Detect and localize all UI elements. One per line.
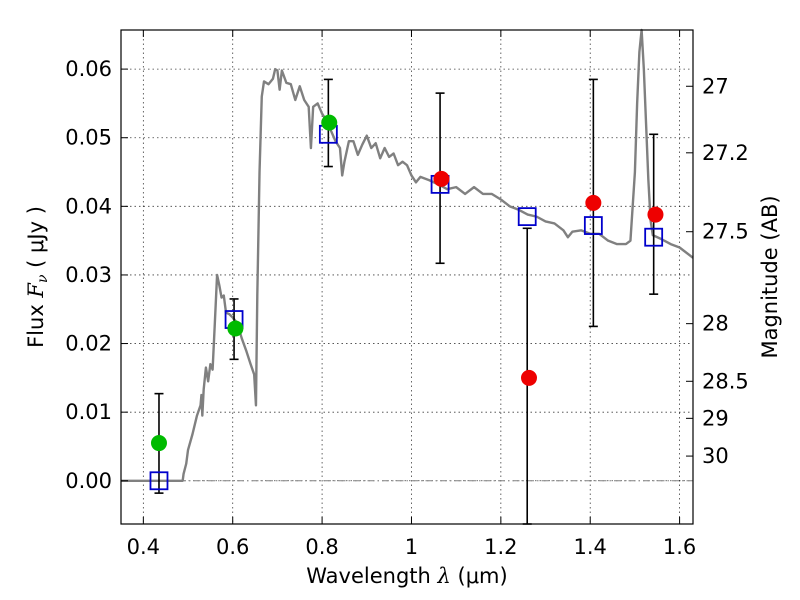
x-tick-label: 1.4 [574,535,607,559]
observed-flux-green-point [150,435,167,452]
plot-frame [120,29,694,525]
observed-flux-green-point [227,320,244,337]
spectrum-layer [121,28,694,482]
y-tick-label: 0.00 [65,469,112,493]
x-tick-label: 0.8 [305,535,338,559]
x-tick-label: 0.4 [127,535,160,559]
y-tick-label: 0.01 [65,400,112,424]
x-tick-label: 1 [405,535,418,559]
y-tick-label: 0.03 [65,263,112,287]
y2-axis-label: Magnitude (AB) [758,195,782,358]
observed-flux-red-point [520,369,537,386]
y-tick-label: 0.05 [65,126,112,150]
observed-flux-red-point [647,206,664,223]
model-flux-square [149,471,169,491]
error-bars-layer [154,78,659,525]
observed-flux-red-point [585,194,602,211]
y-axis-label: Flux Fν ( μJy ) [24,206,51,348]
y2-tick-label: 27.5 [702,220,749,244]
model-flux-square [517,207,537,227]
y2-tick-label: 27 [702,74,729,98]
x-tick-label: 0.6 [216,535,249,559]
x-axis-ticks: 0.4 0.6 0.8 1 1.2 1.4 1.6 [127,30,696,559]
x-tick-label: 1.6 [663,535,696,559]
markers-layer [149,114,664,491]
x-axis-label: Wavelength λ (μm) [306,564,507,588]
y-axis-ticks: 0.00 0.01 0.02 0.03 0.04 0.05 0.06 [65,57,128,493]
observed-flux-green-point [321,114,338,131]
y2-tick-label: 29 [702,406,729,430]
grid-lines [121,30,693,524]
y2-tick-label: 28 [702,312,729,336]
y2-tick-label: 27.2 [702,141,749,165]
spectrum-line [121,28,694,482]
y2-axis-ticks: 27 27.2 27.5 28 28.5 29 30 [686,74,749,468]
y2-tick-label: 30 [702,444,729,468]
model-flux-square [644,227,664,247]
x-tick-label: 1.2 [484,535,517,559]
y-tick-label: 0.02 [65,332,112,356]
y-tick-label: 0.06 [65,57,112,81]
y2-tick-label: 28.5 [702,369,749,393]
observed-flux-red-point [433,170,450,187]
y-tick-label: 0.04 [65,194,112,218]
model-flux-square [583,216,603,235]
